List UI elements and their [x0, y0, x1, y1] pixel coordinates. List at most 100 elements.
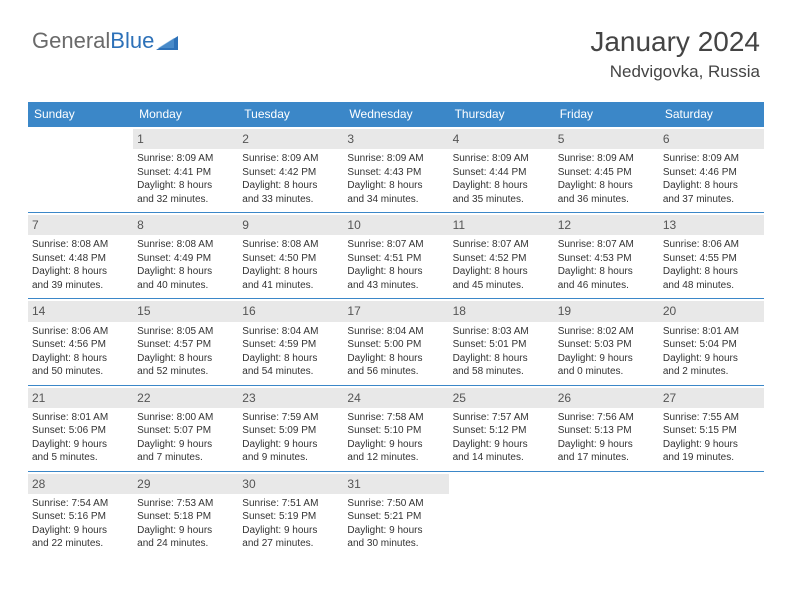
day-detail-line: Daylight: 8 hours — [347, 265, 444, 279]
day-detail-line: Sunrise: 8:07 AM — [347, 238, 444, 252]
day-detail-line: Sunset: 4:55 PM — [663, 252, 760, 266]
day-detail-line: and 35 minutes. — [453, 193, 550, 207]
calendar-day-cell: 22Sunrise: 8:00 AMSunset: 5:07 PMDayligh… — [133, 386, 238, 471]
day-detail-line: and 12 minutes. — [347, 451, 444, 465]
calendar-day-cell: 5Sunrise: 8:09 AMSunset: 4:45 PMDaylight… — [554, 127, 659, 212]
day-detail-line: and 34 minutes. — [347, 193, 444, 207]
day-detail-line: Sunrise: 7:58 AM — [347, 411, 444, 425]
day-detail-line: Sunrise: 8:04 AM — [347, 325, 444, 339]
day-detail-line: Daylight: 9 hours — [663, 438, 760, 452]
day-detail-line: Daylight: 8 hours — [242, 265, 339, 279]
day-detail-line: and 19 minutes. — [663, 451, 760, 465]
day-detail-line: Sunrise: 8:09 AM — [558, 152, 655, 166]
day-detail-line: Sunrise: 7:51 AM — [242, 497, 339, 511]
day-detail-line: Sunset: 4:53 PM — [558, 252, 655, 266]
calendar-day-cell: 18Sunrise: 8:03 AMSunset: 5:01 PMDayligh… — [449, 299, 554, 384]
day-detail-line: and 17 minutes. — [558, 451, 655, 465]
day-detail-line: Sunset: 4:42 PM — [242, 166, 339, 180]
calendar-day-cell: 25Sunrise: 7:57 AMSunset: 5:12 PMDayligh… — [449, 386, 554, 471]
day-number: 9 — [238, 215, 343, 235]
day-detail-line: Sunrise: 8:02 AM — [558, 325, 655, 339]
day-number: 17 — [343, 301, 448, 321]
day-detail-line: Daylight: 9 hours — [137, 438, 234, 452]
day-detail-line: Sunset: 4:48 PM — [32, 252, 129, 266]
day-detail-line: Sunrise: 8:08 AM — [137, 238, 234, 252]
day-detail-line: Daylight: 8 hours — [32, 352, 129, 366]
day-detail-line: Sunset: 5:12 PM — [453, 424, 550, 438]
day-detail-line: and 36 minutes. — [558, 193, 655, 207]
day-detail-line: and 43 minutes. — [347, 279, 444, 293]
day-detail-line: Sunrise: 8:09 AM — [347, 152, 444, 166]
day-detail-line: Daylight: 9 hours — [242, 438, 339, 452]
calendar-header-cell: Saturday — [659, 102, 764, 126]
day-number: 11 — [449, 215, 554, 235]
day-detail-line: and 41 minutes. — [242, 279, 339, 293]
logo-triangle-icon — [156, 32, 178, 50]
day-detail-line: and 52 minutes. — [137, 365, 234, 379]
day-detail-line: Sunrise: 8:05 AM — [137, 325, 234, 339]
day-detail-line: Daylight: 8 hours — [137, 265, 234, 279]
day-detail-line: and 39 minutes. — [32, 279, 129, 293]
day-number: 30 — [238, 474, 343, 494]
day-detail-line: Sunrise: 8:07 AM — [558, 238, 655, 252]
day-detail-line: Daylight: 8 hours — [558, 179, 655, 193]
calendar-week-row: 21Sunrise: 8:01 AMSunset: 5:06 PMDayligh… — [28, 385, 764, 471]
day-detail-line: Sunset: 4:56 PM — [32, 338, 129, 352]
day-number: 24 — [343, 388, 448, 408]
day-detail-line: Daylight: 8 hours — [242, 352, 339, 366]
logo-text-1: General — [32, 28, 110, 54]
day-detail-line: Sunset: 5:19 PM — [242, 510, 339, 524]
day-detail-line: Daylight: 8 hours — [558, 265, 655, 279]
day-detail-line: Sunrise: 8:04 AM — [242, 325, 339, 339]
day-number: 20 — [659, 301, 764, 321]
day-detail-line: Sunset: 5:00 PM — [347, 338, 444, 352]
day-detail-line: and 14 minutes. — [453, 451, 550, 465]
day-detail-line: Sunset: 5:03 PM — [558, 338, 655, 352]
calendar-day-cell: 21Sunrise: 8:01 AMSunset: 5:06 PMDayligh… — [28, 386, 133, 471]
day-detail-line: Sunrise: 7:56 AM — [558, 411, 655, 425]
day-detail-line: and 40 minutes. — [137, 279, 234, 293]
day-number — [659, 474, 764, 494]
day-detail-line: and 5 minutes. — [32, 451, 129, 465]
day-detail-line: Sunrise: 8:09 AM — [453, 152, 550, 166]
day-number: 19 — [554, 301, 659, 321]
day-detail-line: Sunrise: 8:01 AM — [32, 411, 129, 425]
calendar-header-cell: Tuesday — [238, 102, 343, 126]
calendar-day-cell: 20Sunrise: 8:01 AMSunset: 5:04 PMDayligh… — [659, 299, 764, 384]
day-detail-line: Sunset: 4:43 PM — [347, 166, 444, 180]
day-detail-line: Sunset: 5:13 PM — [558, 424, 655, 438]
day-detail-line: and 30 minutes. — [347, 537, 444, 551]
day-detail-line: Sunrise: 7:50 AM — [347, 497, 444, 511]
calendar-day-cell: 29Sunrise: 7:53 AMSunset: 5:18 PMDayligh… — [133, 472, 238, 557]
day-detail-line: Sunrise: 7:57 AM — [453, 411, 550, 425]
calendar-header-cell: Sunday — [28, 102, 133, 126]
day-detail-line: and 54 minutes. — [242, 365, 339, 379]
day-number: 27 — [659, 388, 764, 408]
day-number: 3 — [343, 129, 448, 149]
calendar-day-cell: 28Sunrise: 7:54 AMSunset: 5:16 PMDayligh… — [28, 472, 133, 557]
day-detail-line: Sunrise: 8:07 AM — [453, 238, 550, 252]
logo-text-2: Blue — [110, 28, 154, 54]
day-detail-line: and 2 minutes. — [663, 365, 760, 379]
calendar-day-cell — [28, 127, 133, 212]
day-detail-line: and 27 minutes. — [242, 537, 339, 551]
calendar-day-cell — [449, 472, 554, 557]
day-detail-line: Daylight: 9 hours — [453, 438, 550, 452]
calendar-day-cell: 27Sunrise: 7:55 AMSunset: 5:15 PMDayligh… — [659, 386, 764, 471]
day-detail-line: Sunrise: 7:59 AM — [242, 411, 339, 425]
day-detail-line: and 24 minutes. — [137, 537, 234, 551]
title-block: January 2024 Nedvigovka, Russia — [590, 26, 760, 82]
day-detail-line: Daylight: 8 hours — [453, 352, 550, 366]
calendar-day-cell: 19Sunrise: 8:02 AMSunset: 5:03 PMDayligh… — [554, 299, 659, 384]
day-detail-line: Sunrise: 8:01 AM — [663, 325, 760, 339]
day-detail-line: Sunset: 4:46 PM — [663, 166, 760, 180]
day-number: 26 — [554, 388, 659, 408]
day-detail-line: Sunset: 5:18 PM — [137, 510, 234, 524]
day-detail-line: and 33 minutes. — [242, 193, 339, 207]
day-detail-line: Sunset: 4:41 PM — [137, 166, 234, 180]
calendar-week-row: 1Sunrise: 8:09 AMSunset: 4:41 PMDaylight… — [28, 126, 764, 212]
day-detail-line: Sunrise: 8:03 AM — [453, 325, 550, 339]
day-detail-line: Daylight: 8 hours — [663, 265, 760, 279]
day-detail-line: Daylight: 8 hours — [242, 179, 339, 193]
day-detail-line: Daylight: 9 hours — [242, 524, 339, 538]
